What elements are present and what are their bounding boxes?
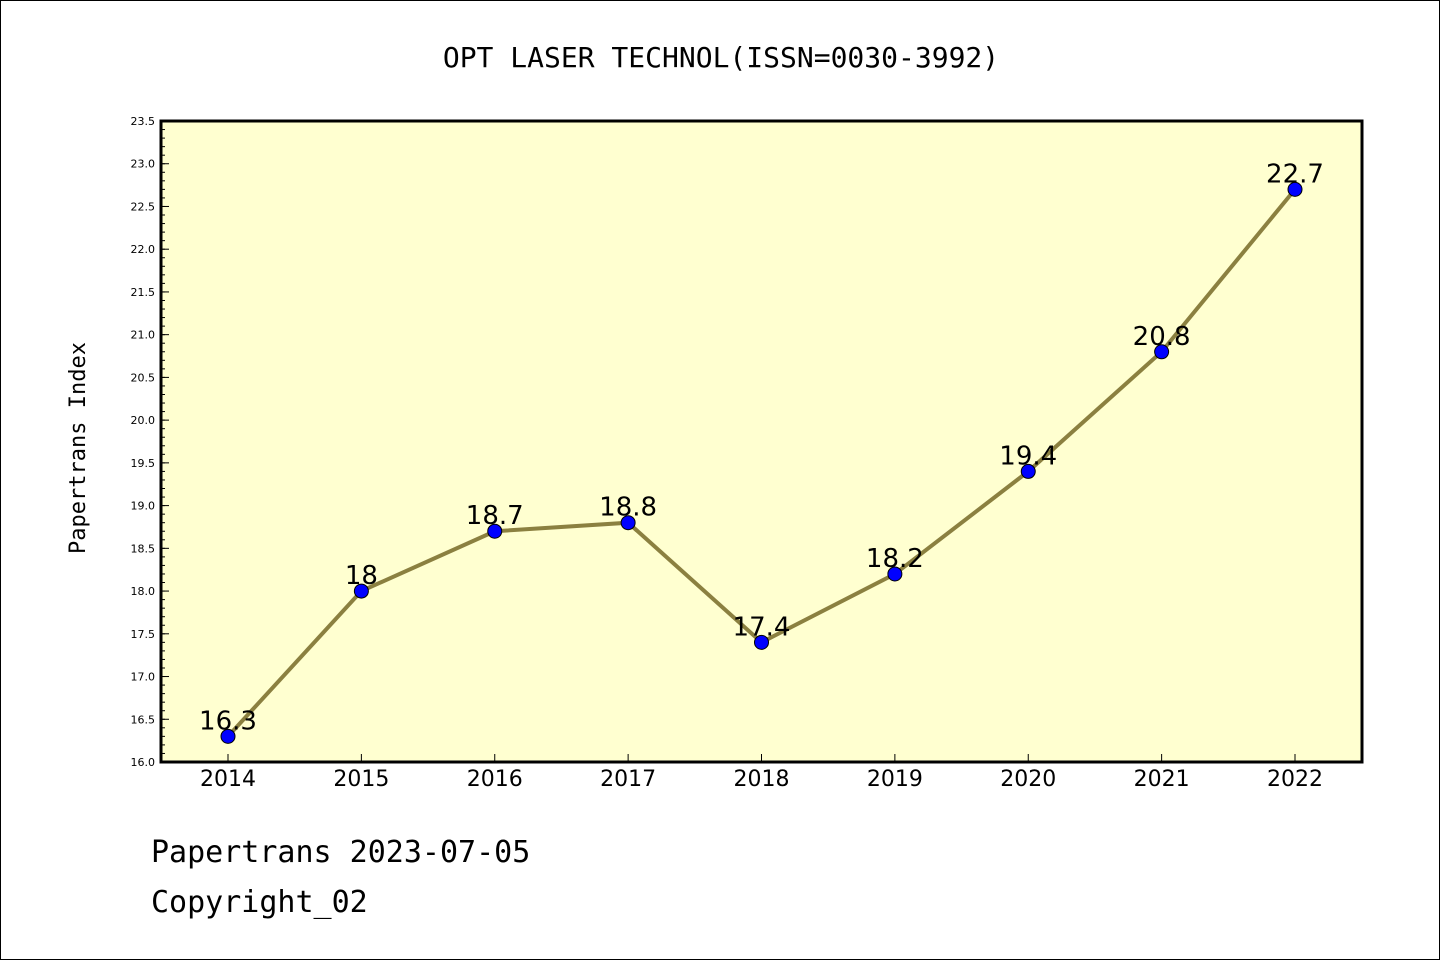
x-tick-label: 2019: [867, 767, 923, 792]
y-tick-label: 19.0: [131, 500, 156, 513]
data-label: 18.7: [466, 501, 524, 531]
footer-date: Papertrans 2023-07-05: [151, 835, 531, 870]
data-point: [1154, 344, 1170, 360]
y-tick-label: 23.5: [131, 115, 156, 128]
plot-border: [159, 119, 1364, 764]
data-point: [487, 523, 503, 539]
y-axis-label: Papertrans Index: [66, 342, 91, 554]
x-tick-label: 2014: [200, 767, 256, 792]
data-labels: 16.3 18 18.7 18.8 17.4 18.2 19.4 20.8 22.7: [199, 159, 1324, 736]
footer-copyright: Copyright_02: [151, 885, 368, 920]
data-point: [220, 728, 236, 744]
y-tick-label: 17.5: [131, 628, 156, 641]
data-point: [1020, 463, 1036, 479]
y-tick-label: 17.0: [131, 671, 156, 684]
y-tick-label: 19.5: [131, 457, 156, 470]
data-point: [1287, 181, 1303, 197]
data-label: 16.3: [199, 706, 257, 736]
data-point: [754, 634, 769, 650]
x-tick-label: 2015: [333, 767, 389, 792]
data-point: [353, 583, 369, 599]
y-tick-label: 21.5: [131, 286, 156, 299]
data-points: [220, 181, 1303, 744]
data-point: [887, 566, 903, 582]
data-label: 22.7: [1266, 159, 1324, 189]
y-tick-label: 20.0: [131, 414, 156, 427]
y-tick-label: 18.0: [131, 585, 156, 598]
x-tick-label: 2022: [1267, 767, 1323, 792]
data-point: [620, 515, 636, 531]
y-tick-label: 18.5: [131, 542, 156, 555]
y-tick-label: 21.0: [131, 329, 156, 342]
x-axis-ticks: 2014 2015 2016 2017 2018 2019 2020 2021 2022: [200, 754, 1323, 792]
x-tick-label: 2020: [1000, 767, 1056, 792]
data-label: 18.2: [866, 544, 924, 574]
data-label: 18: [345, 561, 378, 591]
y-tick-label: 22.5: [131, 200, 156, 213]
data-label: 17.4: [733, 612, 791, 642]
y-axis-ticks: 16.0 16.5 17.0 17.5 18.0 18.5 19.0 19.5 20.0 20.5…: [131, 115, 169, 769]
data-label: 19.4: [999, 441, 1057, 471]
y-tick-label: 23.0: [131, 158, 156, 171]
x-tick-label: 2018: [734, 767, 790, 792]
data-label: 18.8: [599, 493, 657, 523]
y-tick-label: 20.5: [131, 371, 156, 384]
x-tick-label: 2016: [467, 767, 523, 792]
x-tick-label: 2017: [600, 767, 656, 792]
data-label: 20.8: [1133, 322, 1191, 352]
plot-area: [161, 121, 1362, 762]
chart-title: OPT LASER TECHNOL(ISSN=0030-3992): [443, 41, 999, 74]
y-tick-label: 16.5: [131, 713, 156, 726]
y-tick-label: 16.0: [131, 756, 156, 769]
x-tick-label: 2021: [1134, 767, 1190, 792]
y-tick-label: 22.0: [131, 243, 156, 256]
